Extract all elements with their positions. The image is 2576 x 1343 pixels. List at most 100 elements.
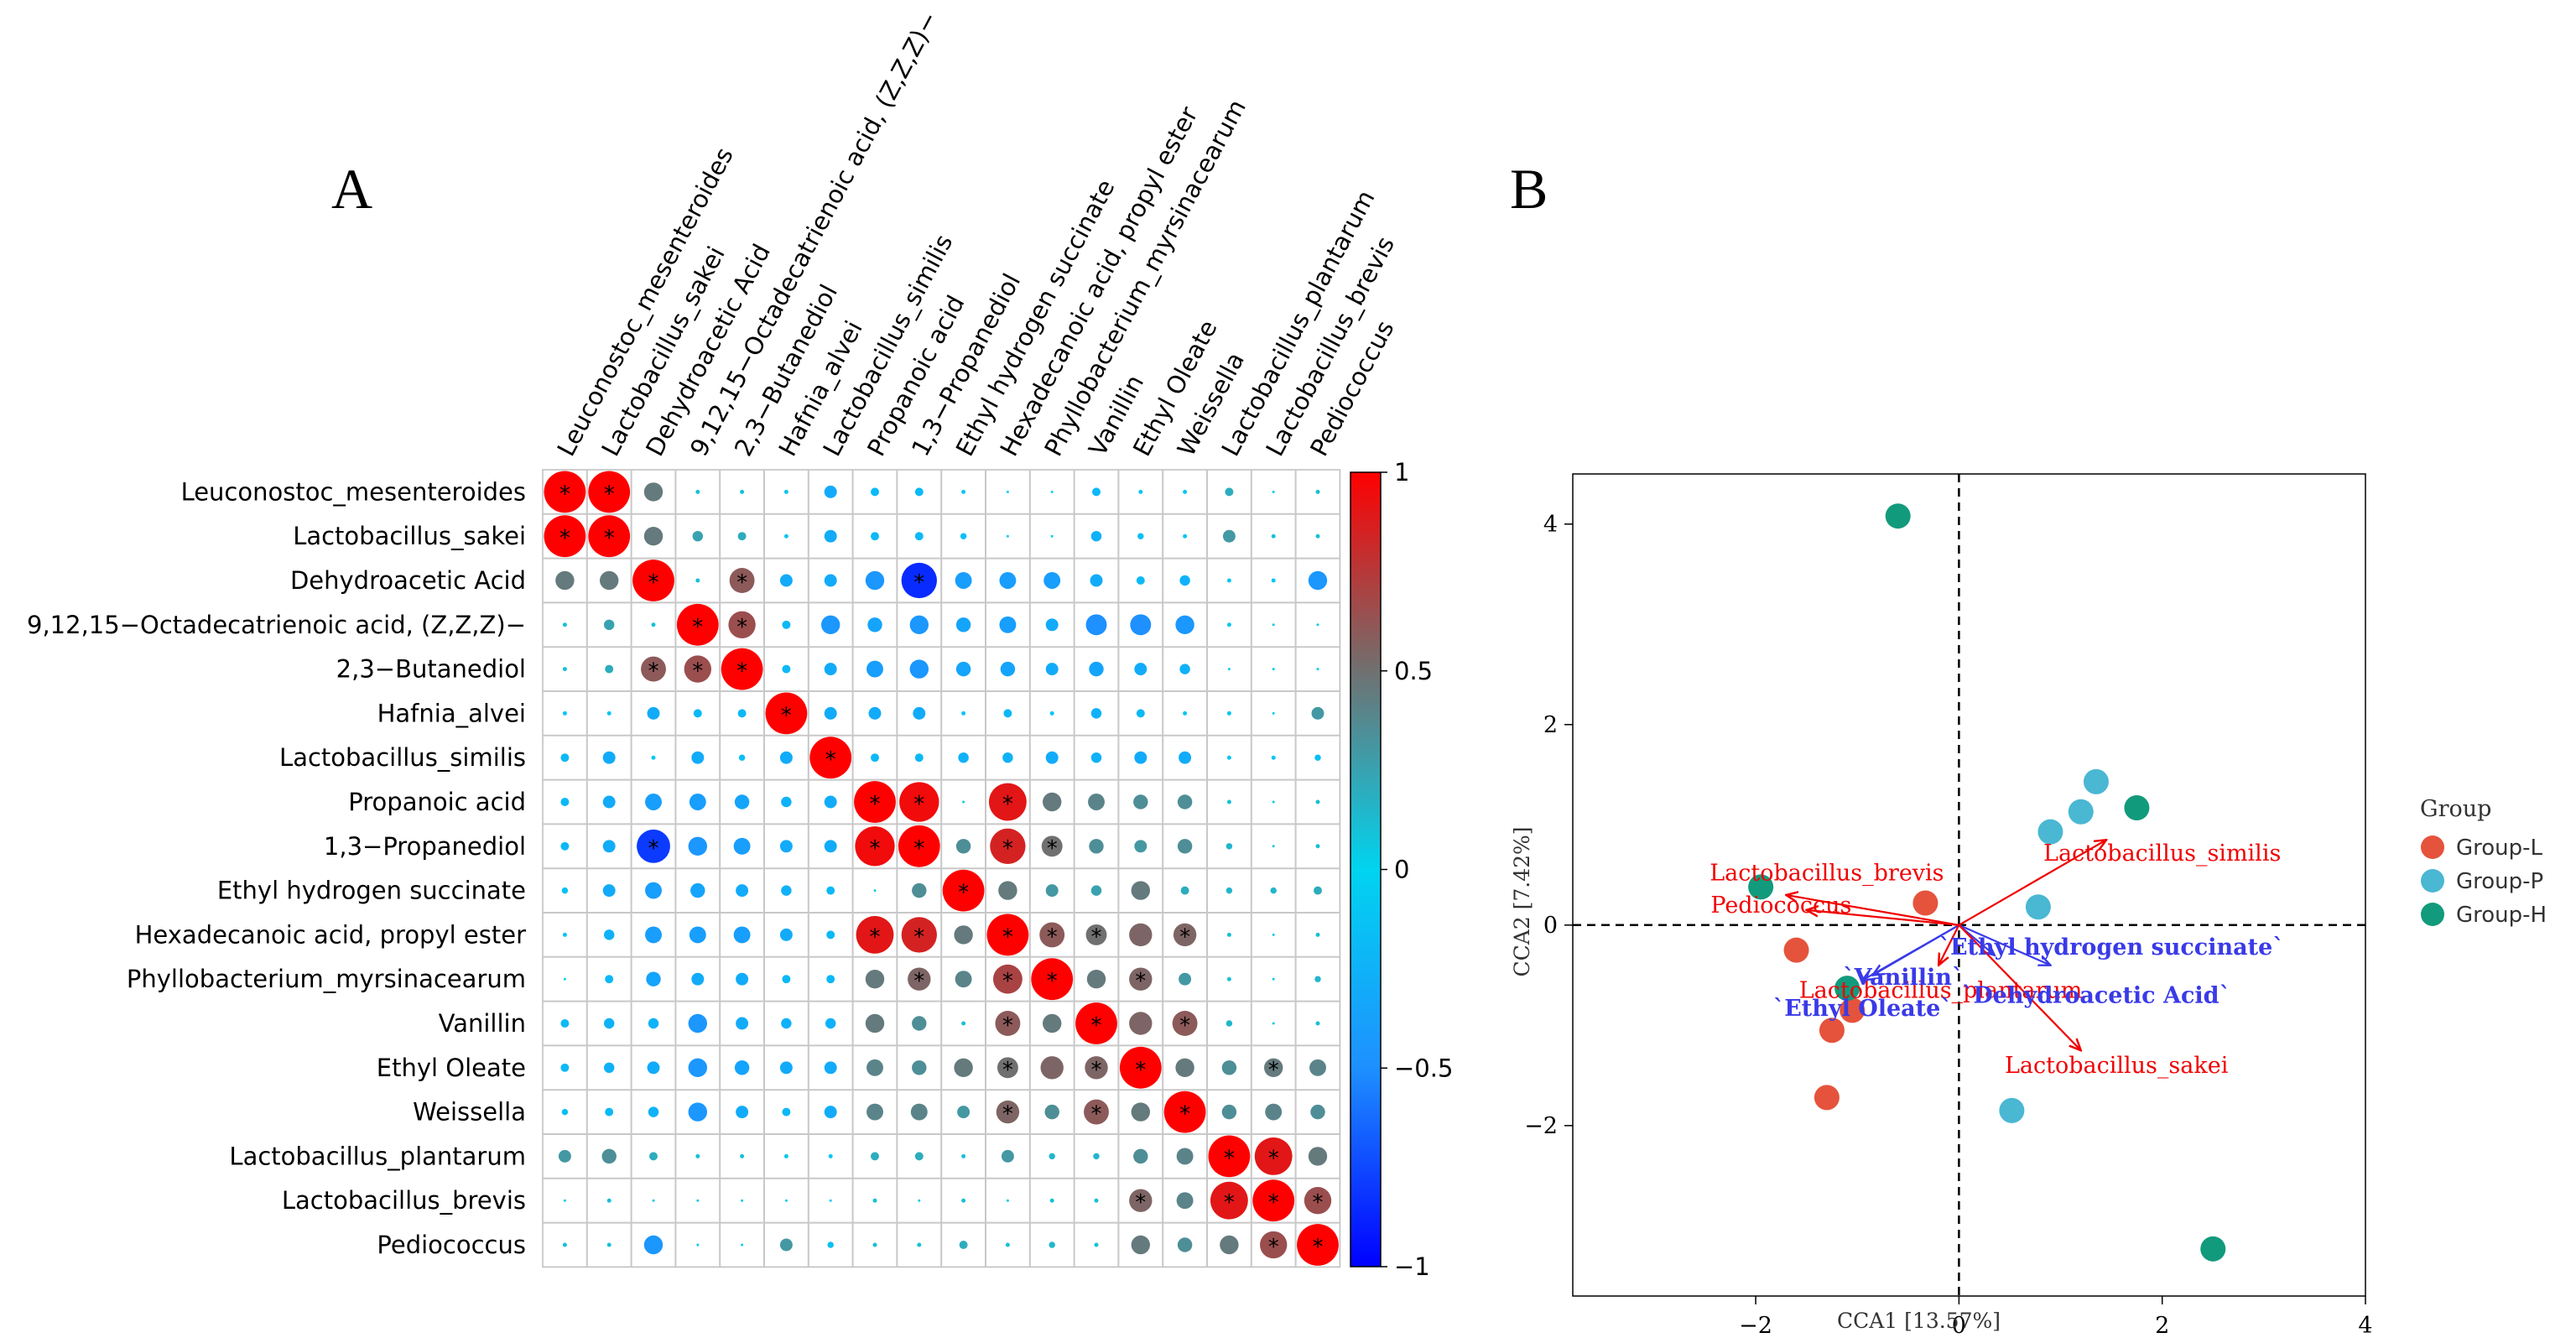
correlation-cell bbox=[1085, 614, 1107, 636]
correlation-cell bbox=[1129, 1189, 1153, 1212]
correlation-cell bbox=[1086, 969, 1106, 989]
correlation-cell bbox=[1226, 976, 1231, 981]
sample-point-group-l bbox=[1840, 997, 1866, 1023]
correlation-cell bbox=[1136, 709, 1145, 718]
correlation-cell bbox=[588, 471, 631, 513]
row-label: Vanillin bbox=[439, 1009, 526, 1038]
legend-label: Group-P bbox=[2456, 869, 2543, 894]
correlation-cell bbox=[1314, 976, 1321, 982]
row-label: Hafnia_alvei bbox=[377, 699, 526, 727]
correlation-cell bbox=[1226, 887, 1233, 894]
correlation-cell bbox=[955, 839, 971, 854]
correlation-cell bbox=[995, 1011, 1021, 1036]
correlation-cell bbox=[647, 1061, 660, 1075]
correlation-cell bbox=[1270, 887, 1277, 894]
correlation-cell bbox=[1177, 839, 1193, 854]
correlation-cell bbox=[824, 574, 837, 587]
x-tick-label: 2 bbox=[2155, 1313, 2169, 1339]
correlation-cell bbox=[1226, 578, 1231, 583]
significance-marker: * bbox=[1268, 1235, 1279, 1260]
correlation-cell bbox=[641, 656, 666, 682]
correlation-cell bbox=[1183, 534, 1188, 539]
correlation-cell bbox=[736, 884, 749, 898]
correlation-cell bbox=[1088, 794, 1105, 810]
env-vector-label: `Ethyl Oleate` bbox=[1773, 996, 1952, 1022]
correlation-cell bbox=[824, 485, 837, 498]
correlation-cell bbox=[560, 841, 570, 851]
correlation-cell bbox=[1131, 1102, 1151, 1122]
correlation-cell bbox=[1315, 932, 1320, 937]
correlation-cell bbox=[1044, 1104, 1059, 1120]
correlation-cell bbox=[688, 836, 708, 856]
correlation-cell bbox=[558, 1149, 571, 1163]
correlation-cell bbox=[1049, 1241, 1055, 1248]
correlation-cell bbox=[1090, 752, 1102, 763]
correlation-cell bbox=[829, 1199, 832, 1202]
heatmap-row-labels: Leuconostoc_mesenteroides Lactobacillus_s… bbox=[27, 477, 526, 1259]
correlation-cell bbox=[1304, 1187, 1332, 1215]
env-vector-arrow bbox=[1958, 924, 2050, 966]
correlation-cell bbox=[544, 471, 586, 513]
correlation-cell bbox=[1163, 1091, 1206, 1133]
correlation-cell bbox=[912, 882, 927, 898]
correlation-cell bbox=[741, 1243, 744, 1247]
correlation-cell bbox=[1226, 843, 1233, 850]
correlation-cell bbox=[1092, 487, 1101, 497]
species-vector-label: Lactobacillus_similis bbox=[2043, 841, 2281, 867]
env-vector-arrow bbox=[1862, 924, 1959, 981]
correlation-cell bbox=[782, 664, 791, 674]
correlation-cell bbox=[737, 709, 747, 718]
correlation-cell bbox=[1272, 1022, 1275, 1025]
significance-marker: * bbox=[913, 792, 924, 817]
correlation-cell bbox=[986, 914, 1029, 956]
row-label: Lactobacillus_plantarum bbox=[229, 1142, 526, 1170]
sample-point-group-p bbox=[2083, 768, 2109, 794]
correlation-cell bbox=[1175, 615, 1194, 635]
correlation-cell bbox=[1042, 792, 1062, 812]
correlation-cell bbox=[651, 755, 656, 760]
correlation-cell bbox=[824, 1106, 837, 1119]
correlation-cell bbox=[959, 1241, 968, 1249]
env-vector-label: `Dehydroacetic Acid` bbox=[1962, 982, 2230, 1008]
correlation-cell bbox=[741, 1199, 744, 1202]
correlation-cell bbox=[1085, 924, 1107, 945]
heatmap-cells: * * * * * * * * * * * * * * * * * * * * * * * * * * * * * * * * * * * * * * * *… bbox=[544, 471, 1339, 1266]
significance-marker: * bbox=[1002, 1102, 1013, 1127]
correlation-cell bbox=[740, 1153, 745, 1158]
correlation-cell bbox=[824, 1061, 837, 1075]
significance-marker: * bbox=[1002, 1058, 1013, 1083]
correlation-cell bbox=[1272, 623, 1275, 627]
correlation-cell bbox=[1050, 490, 1054, 493]
y-tick-label: 0 bbox=[1543, 913, 1558, 939]
correlation-cell bbox=[1315, 1021, 1320, 1026]
correlation-cell bbox=[544, 515, 586, 558]
correlation-cell bbox=[646, 971, 661, 986]
correlation-cell bbox=[733, 837, 751, 855]
correlation-cell bbox=[961, 1153, 966, 1158]
correlation-cell bbox=[1090, 574, 1103, 587]
correlation-cell bbox=[1183, 489, 1188, 494]
correlation-cell bbox=[1183, 711, 1188, 716]
correlation-cell bbox=[957, 1106, 971, 1119]
correlation-cell bbox=[1042, 1013, 1062, 1033]
correlation-cell bbox=[562, 667, 567, 672]
correlation-cell bbox=[729, 568, 755, 593]
correlation-cell bbox=[960, 533, 967, 539]
y-tick-label: −2 bbox=[1524, 1113, 1558, 1139]
correlation-cell bbox=[899, 782, 939, 822]
correlation-cell bbox=[602, 751, 616, 764]
correlation-cell bbox=[1220, 1235, 1239, 1255]
heatmap-grid bbox=[542, 469, 1341, 1268]
correlation-cell bbox=[1075, 1002, 1117, 1044]
correlation-cell bbox=[825, 1018, 836, 1029]
significance-marker: * bbox=[913, 969, 924, 994]
colorbar-tick-label: −1 bbox=[1394, 1252, 1430, 1281]
species-vector-label: Lactobacillus_sakei bbox=[2005, 1053, 2229, 1079]
correlation-cell bbox=[603, 1062, 615, 1074]
correlation-cell bbox=[690, 882, 705, 898]
x-tick-label: 4 bbox=[2358, 1313, 2372, 1339]
env-vector-label: `Vanillin` bbox=[1843, 965, 1963, 991]
correlation-cell bbox=[988, 783, 1027, 821]
correlation-cell bbox=[721, 648, 763, 690]
correlation-cell bbox=[692, 530, 704, 542]
